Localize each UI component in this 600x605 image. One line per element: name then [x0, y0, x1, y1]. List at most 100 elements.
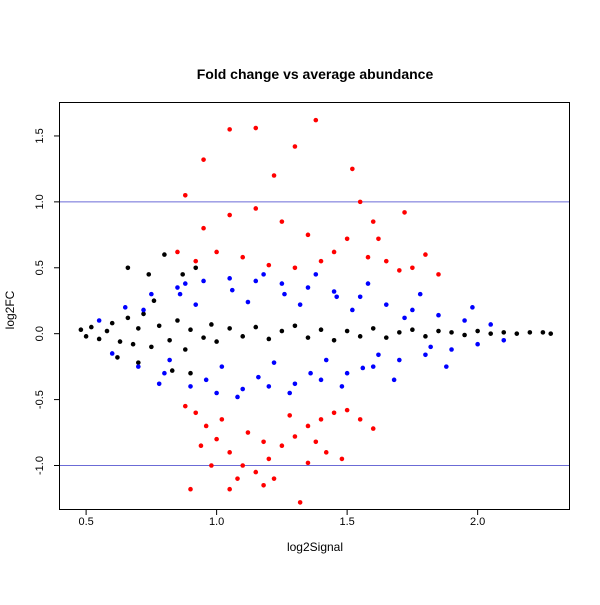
data-point [266, 384, 272, 389]
data-point [109, 320, 115, 326]
data-point [449, 330, 454, 335]
data-point [383, 258, 389, 264]
data-point [227, 486, 232, 492]
y-tick-label: -0.5 [34, 390, 46, 409]
data-point [383, 335, 389, 340]
data-point [313, 272, 319, 277]
data-point [130, 341, 136, 347]
x-axis-ticks: 0.5 1.0 1.5 2.0 [78, 509, 485, 528]
data-point [261, 272, 266, 277]
data-point [514, 331, 520, 336]
data-point [323, 450, 329, 455]
data-point [305, 232, 311, 238]
data-point [417, 291, 423, 297]
data-point [323, 357, 329, 363]
data-point [357, 294, 363, 300]
data-point [501, 337, 507, 343]
data-point [308, 370, 313, 376]
data-point [227, 450, 232, 455]
data-point [169, 368, 175, 373]
data-point [470, 305, 475, 310]
x-tick-label: 1.0 [209, 516, 224, 528]
data-point [292, 323, 298, 329]
data-point [376, 236, 381, 242]
data-point [365, 254, 371, 260]
data-point [193, 258, 199, 264]
data-point [117, 339, 123, 344]
data-point [256, 374, 261, 380]
data-point [104, 328, 110, 334]
data-point [383, 302, 389, 307]
data-point [370, 364, 376, 369]
data-point [410, 265, 415, 271]
data-point [344, 407, 350, 413]
data-point [370, 219, 376, 224]
data-point [292, 434, 298, 439]
data-point [96, 336, 102, 342]
data-point [193, 265, 199, 271]
data-point [331, 410, 337, 416]
data-point [188, 370, 193, 376]
data-point [297, 302, 303, 307]
data-point [227, 276, 232, 281]
data-point [229, 287, 235, 293]
data-point [318, 417, 324, 422]
data-point [436, 328, 441, 334]
y-tick-label: 0.5 [34, 260, 46, 275]
data-point [436, 272, 441, 277]
data-point [449, 347, 454, 352]
data-point [188, 327, 193, 333]
y-tick-label: 1.0 [34, 194, 46, 209]
data-point [357, 417, 363, 422]
data-point [253, 324, 259, 330]
y-tick-label: -1.0 [34, 456, 46, 475]
data-point [261, 439, 266, 445]
data-point [488, 322, 493, 327]
data-point [227, 212, 232, 218]
data-point [214, 249, 219, 255]
data-point [177, 291, 183, 297]
data-point [376, 352, 381, 358]
y-tick-label: 0.0 [34, 326, 46, 341]
data-point [78, 327, 84, 333]
data-point [292, 144, 298, 149]
data-point [214, 339, 219, 344]
data-point [167, 357, 172, 363]
data-point [89, 324, 94, 330]
data-point [149, 344, 154, 350]
data-point [136, 364, 141, 369]
data-point [423, 252, 428, 257]
data-point [136, 326, 141, 331]
data-point [305, 460, 311, 466]
data-point [318, 327, 324, 333]
data-point [182, 192, 188, 198]
data-point [188, 486, 193, 492]
data-point [203, 377, 209, 383]
data-point [271, 360, 277, 365]
data-point [344, 370, 350, 376]
data-point [279, 328, 285, 334]
data-point [402, 210, 407, 215]
data-point [501, 330, 507, 335]
data-point [182, 347, 188, 352]
data-point [115, 355, 120, 360]
data-point [339, 384, 345, 389]
data-point [109, 351, 115, 356]
data-point [271, 173, 277, 178]
data-point [201, 335, 206, 340]
y-axis-ticks: -1.0 -0.5 0.0 0.5 1.0 1.5 [34, 128, 60, 475]
data-point [436, 312, 441, 318]
data-point [462, 318, 467, 323]
data-point [240, 254, 246, 260]
data-point [313, 117, 319, 123]
y-axis-label: log2FC [3, 290, 17, 329]
data-point [227, 326, 232, 331]
data-point [350, 166, 355, 172]
data-point [350, 307, 355, 313]
data-point [428, 344, 433, 350]
data-point [402, 315, 407, 321]
data-point [397, 330, 402, 335]
data-point [287, 390, 293, 396]
